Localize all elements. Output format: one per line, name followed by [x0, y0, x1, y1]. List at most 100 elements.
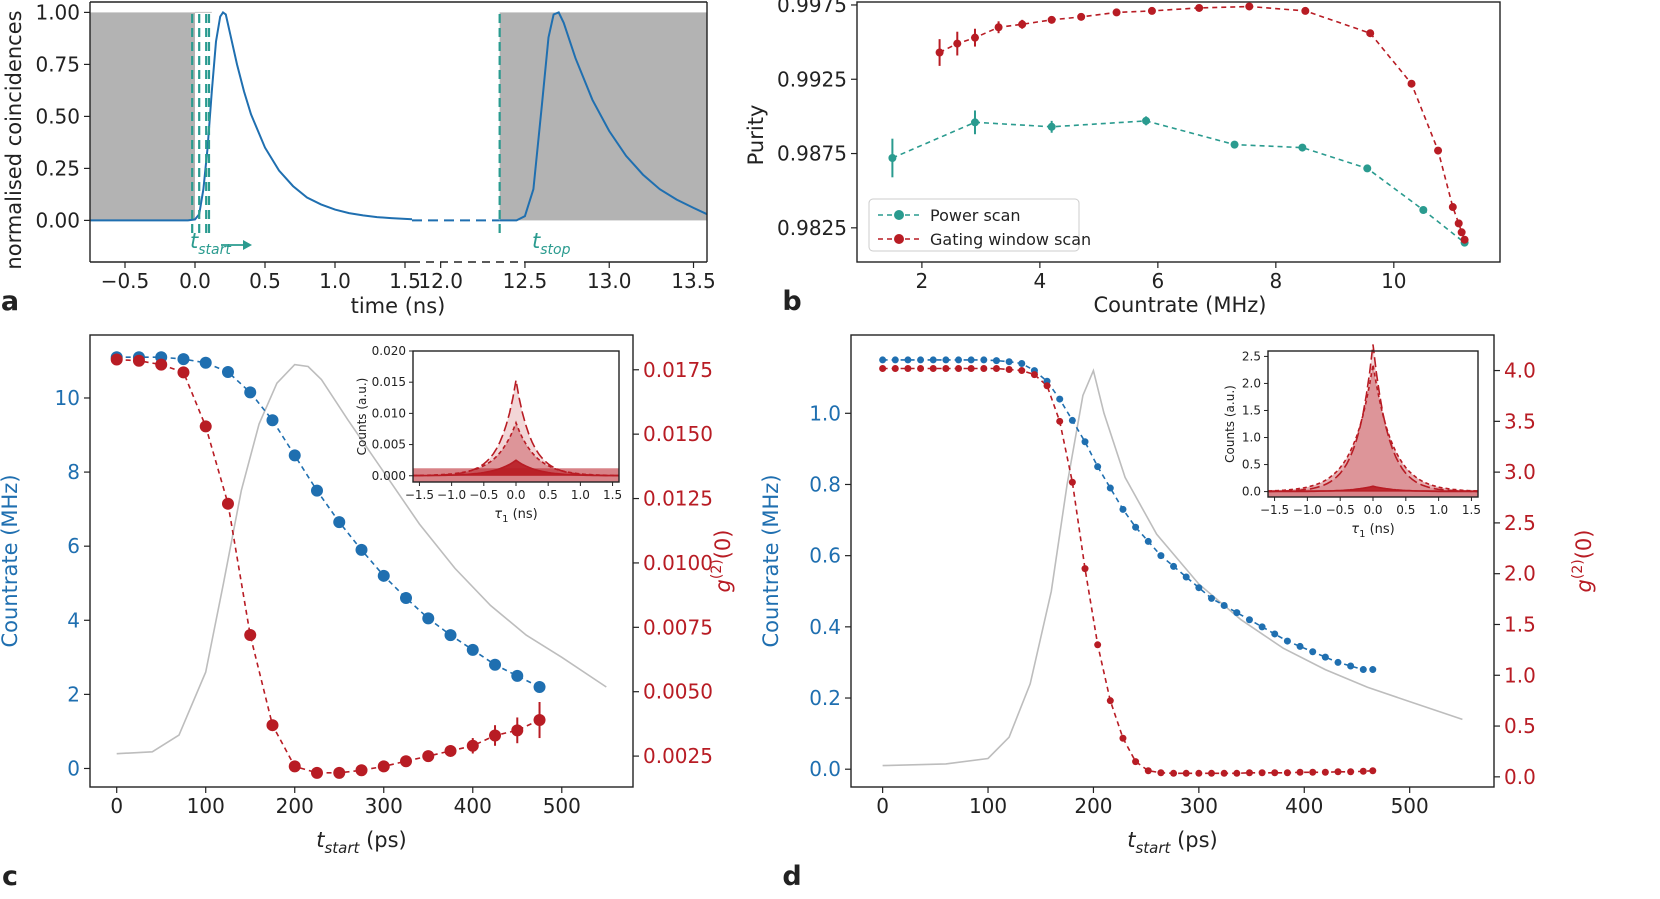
- countrate-point: [1245, 616, 1253, 624]
- inset-x-tick-label: 0.0: [506, 488, 525, 502]
- legend-marker: [894, 210, 904, 220]
- inset-x-symbol: τ: [1351, 522, 1359, 537]
- g2-point: [929, 365, 937, 373]
- y-tick-label: 1.0: [809, 401, 841, 425]
- data-point: [1142, 116, 1151, 125]
- inset-peak-line: [1268, 344, 1478, 493]
- data-point: [970, 33, 979, 42]
- x-tick-label: 1.5: [389, 269, 421, 293]
- data-point: [1230, 140, 1239, 149]
- decay-curve-right: [499, 11, 708, 222]
- x-tick-label: 10: [1381, 269, 1406, 293]
- countrate-point: [1106, 484, 1114, 492]
- y-tick-label: 0.0: [809, 757, 841, 781]
- y-axis-title-right: g(2)(0): [1570, 530, 1596, 593]
- x-tick-label: 300: [1180, 794, 1218, 818]
- countrate-point: [1359, 666, 1367, 674]
- inset-x-unit: (ns): [1365, 522, 1394, 537]
- countrate-point: [942, 356, 950, 364]
- countrate-point: [1005, 358, 1013, 366]
- g2-point: [1056, 417, 1064, 425]
- countrate-point: [917, 356, 925, 364]
- countrate-point: [879, 356, 887, 364]
- y-tick-label-right: 0.0150: [643, 422, 713, 446]
- countrate-point: [1296, 642, 1304, 650]
- y-tick-label: 0.9825: [777, 216, 847, 240]
- countrate-point: [1208, 594, 1216, 602]
- legend-marker: [894, 234, 904, 244]
- data-point: [1434, 146, 1443, 155]
- x-tick-label: 4: [1034, 269, 1047, 293]
- t-start-arrowhead: [243, 240, 252, 250]
- gate-shade-left: [90, 12, 195, 221]
- g2-point: [1283, 769, 1291, 777]
- inset-bg: [1268, 351, 1478, 497]
- g2-point: [1157, 769, 1165, 777]
- g2-point: [1233, 769, 1241, 777]
- x-title-unit: (ps): [1170, 828, 1217, 852]
- countrate-point: [980, 356, 988, 364]
- data-point: [1298, 143, 1307, 152]
- x-title-sub: start: [1135, 839, 1171, 857]
- data-point: [1363, 164, 1372, 173]
- g2-point: [980, 365, 988, 373]
- panel-label-c: c: [2, 861, 18, 892]
- g2-point: [1106, 697, 1114, 705]
- countrate-point: [422, 612, 435, 625]
- g2-point: [1334, 768, 1342, 776]
- data-point: [1195, 3, 1204, 12]
- g2-point: [199, 420, 212, 433]
- g2-point: [177, 366, 190, 379]
- inset-peak-fill: [413, 460, 619, 476]
- data-point: [1301, 6, 1310, 15]
- countrate-point: [1347, 662, 1355, 670]
- data-point: [1077, 12, 1086, 21]
- data-point: [1460, 235, 1469, 244]
- countrate-point: [1056, 395, 1064, 403]
- g2-sup: (2): [709, 559, 725, 579]
- x-tick-label: 8: [1269, 269, 1282, 293]
- g2-symbol: g: [1572, 579, 1596, 592]
- x-tick-label: 200: [1074, 794, 1112, 818]
- countrate-line: [882, 359, 1373, 671]
- y-tick-label: 0: [67, 756, 80, 780]
- inset-peak-fill: [413, 380, 619, 476]
- countrate-line: [116, 356, 540, 688]
- x-tick-label: 400: [454, 794, 492, 818]
- countrate-point: [891, 356, 899, 364]
- countrate-point: [1195, 584, 1203, 592]
- y-tick-label-right: 0.0025: [643, 744, 713, 768]
- inset-y-tick-label: 1.5: [1242, 403, 1261, 417]
- g2-point: [444, 744, 457, 757]
- countrate-point: [1132, 523, 1140, 531]
- inset-x-tick-label: 1.0: [571, 488, 590, 502]
- y-tick-label: 10: [55, 386, 80, 410]
- g2-line: [882, 367, 1373, 775]
- inset-x-tick-label: 1.0: [1429, 503, 1448, 517]
- y-tick-label: 0.6: [809, 544, 841, 568]
- panel-frame: [89, 334, 634, 788]
- x-title-symbol: t: [316, 828, 325, 852]
- g2-point: [466, 739, 479, 752]
- g2-point: [1043, 382, 1051, 390]
- inset-y-tick-label: 2.0: [1242, 376, 1261, 390]
- panel-label-a: a: [1, 286, 19, 317]
- inset-x-tick-label: 1.5: [1462, 503, 1481, 517]
- g2-point: [489, 729, 502, 742]
- x-tick-label: 0.0: [179, 269, 211, 293]
- countrate-point: [1369, 666, 1377, 674]
- data-point: [1047, 15, 1056, 24]
- countrate-point: [929, 356, 937, 364]
- inset-x-sub: 1: [1359, 529, 1365, 540]
- inset-x-tick-label: 0.5: [1396, 503, 1415, 517]
- y-tick-label-right: 1.0: [1504, 663, 1536, 687]
- g2-point: [891, 365, 899, 373]
- y-tick-label-right: 0.5: [1504, 714, 1536, 738]
- inset-peak-fill: [413, 422, 619, 476]
- y-tick-label: 2: [67, 682, 80, 706]
- g2-point: [1132, 758, 1140, 766]
- countrate-point: [266, 414, 279, 427]
- x-tick-label: 200: [276, 794, 314, 818]
- emission-trace: [116, 363, 607, 755]
- g2-point: [533, 714, 546, 727]
